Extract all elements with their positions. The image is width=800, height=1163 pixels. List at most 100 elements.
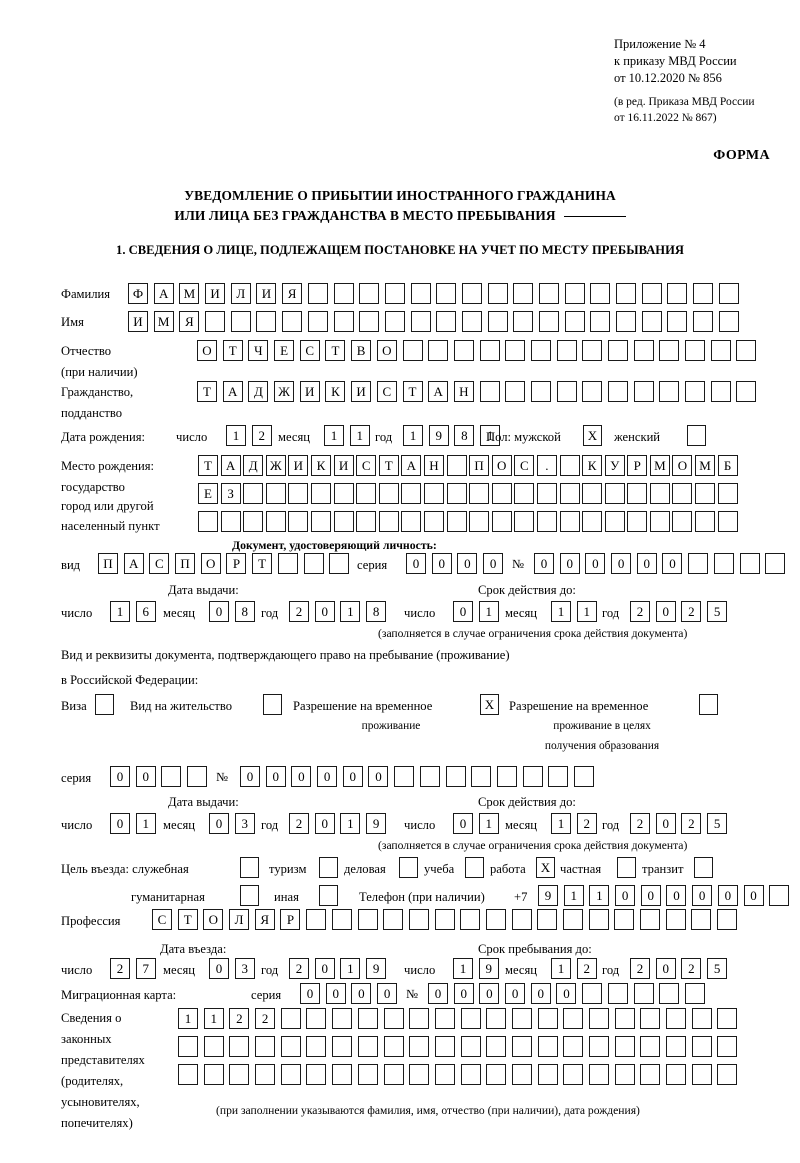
char-cell[interactable]: Е	[198, 483, 218, 504]
char-cell[interactable]: 0	[135, 766, 156, 787]
char-cell[interactable]: 1	[551, 813, 571, 834]
char-cell[interactable]	[255, 1036, 276, 1057]
char-cell[interactable]: Б	[717, 455, 738, 476]
char-cell[interactable]: С	[356, 455, 377, 476]
char-cell[interactable]	[717, 1008, 738, 1029]
char-cell[interactable]	[564, 283, 585, 304]
char-cell[interactable]	[511, 1064, 532, 1085]
char-cell[interactable]	[255, 1064, 276, 1085]
char-cell[interactable]	[487, 311, 508, 332]
checkbox-temp-residence[interactable]: X	[480, 694, 499, 715]
char-cell[interactable]: 0	[611, 553, 632, 574]
char-cell[interactable]: Т	[378, 455, 399, 476]
char-cell[interactable]	[563, 1064, 584, 1085]
char-cell[interactable]	[556, 340, 577, 361]
char-cell[interactable]: 0	[483, 553, 504, 574]
char-cell[interactable]	[769, 885, 790, 906]
char-cell[interactable]	[691, 1008, 712, 1029]
char-cell[interactable]: 1	[340, 601, 361, 622]
char-cell[interactable]	[511, 909, 532, 930]
char-cell[interactable]: 0	[640, 885, 661, 906]
char-cell[interactable]	[359, 311, 380, 332]
char-cell[interactable]	[536, 511, 557, 532]
char-cell[interactable]: 0	[209, 601, 229, 622]
char-cell[interactable]	[229, 1036, 250, 1057]
char-cell[interactable]: 9	[366, 958, 387, 979]
char-cell[interactable]: У	[604, 455, 625, 476]
char-cell[interactable]	[434, 909, 455, 930]
char-cell[interactable]	[548, 766, 569, 787]
char-cell[interactable]: О	[376, 340, 397, 361]
char-cell[interactable]	[357, 1064, 378, 1085]
char-cell[interactable]: 1	[478, 813, 499, 834]
char-cell[interactable]	[717, 483, 738, 504]
checkbox-purpose-business[interactable]	[399, 857, 418, 878]
char-cell[interactable]	[332, 1036, 353, 1057]
char-cell[interactable]	[491, 511, 512, 532]
char-cell[interactable]	[357, 909, 378, 930]
char-cell[interactable]: К	[325, 381, 346, 402]
char-cell[interactable]: М	[153, 311, 174, 332]
char-cell[interactable]	[713, 553, 734, 574]
char-cell[interactable]: К	[310, 455, 331, 476]
char-cell[interactable]	[537, 1008, 558, 1029]
char-cell[interactable]: Ч	[248, 340, 269, 361]
char-cell[interactable]: 0	[377, 983, 398, 1004]
char-cell[interactable]: 1	[480, 425, 501, 446]
char-cell[interactable]	[505, 340, 526, 361]
char-cell[interactable]: 1	[203, 1008, 224, 1029]
char-cell[interactable]: Т	[252, 553, 273, 574]
char-cell[interactable]	[717, 511, 738, 532]
char-cell[interactable]: 0	[453, 983, 474, 1004]
checkbox-purpose-private[interactable]	[617, 857, 636, 878]
char-cell[interactable]: 0	[240, 766, 260, 787]
char-cell[interactable]	[357, 1036, 378, 1057]
char-cell[interactable]: И	[128, 311, 148, 332]
char-cell[interactable]	[608, 340, 628, 361]
char-cell[interactable]	[485, 909, 506, 930]
char-cell[interactable]	[640, 909, 661, 930]
char-cell[interactable]: А	[222, 381, 243, 402]
char-cell[interactable]	[356, 511, 377, 532]
char-cell[interactable]: 0	[406, 553, 426, 574]
char-cell[interactable]	[460, 909, 481, 930]
char-cell[interactable]	[434, 1008, 455, 1029]
char-cell[interactable]	[559, 483, 580, 504]
checkbox-purpose-other[interactable]	[319, 885, 338, 906]
char-cell[interactable]: 1	[349, 425, 370, 446]
char-cell[interactable]: Н	[423, 455, 444, 476]
char-cell[interactable]	[563, 1036, 584, 1057]
char-cell[interactable]	[445, 766, 466, 787]
char-cell[interactable]	[446, 455, 467, 476]
char-cell[interactable]: 1	[551, 601, 571, 622]
char-cell[interactable]: 0	[717, 885, 738, 906]
char-cell[interactable]: Т	[325, 340, 346, 361]
char-cell[interactable]	[331, 909, 352, 930]
char-cell[interactable]: С	[149, 553, 170, 574]
char-cell[interactable]: 0	[655, 813, 676, 834]
char-cell[interactable]: 1	[589, 885, 610, 906]
char-cell[interactable]	[460, 1064, 481, 1085]
char-cell[interactable]	[303, 553, 324, 574]
char-cell[interactable]	[573, 766, 594, 787]
char-cell[interactable]: И	[299, 381, 320, 402]
char-cell[interactable]	[717, 1036, 738, 1057]
char-cell[interactable]	[633, 983, 654, 1004]
char-cell[interactable]: Р	[280, 909, 301, 930]
char-cell[interactable]	[469, 511, 490, 532]
char-cell[interactable]	[537, 1036, 558, 1057]
char-cell[interactable]	[198, 511, 218, 532]
char-cell[interactable]	[695, 483, 716, 504]
char-cell[interactable]: 9	[366, 813, 387, 834]
char-cell[interactable]	[640, 1064, 661, 1085]
